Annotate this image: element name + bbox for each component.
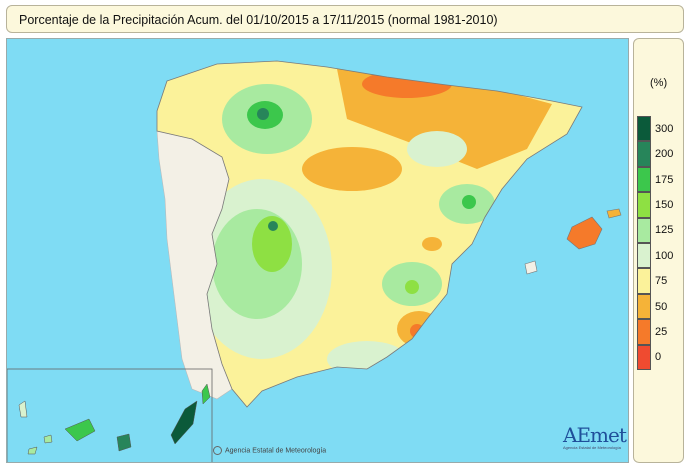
canary-inset <box>7 368 213 462</box>
spain-precip-field <box>157 61 582 407</box>
legend-unit: (%) <box>650 77 668 89</box>
logo-subtitle: Agencia Estatal de Meteorología <box>563 445 621 450</box>
legend-tick-label: 200 <box>655 148 674 161</box>
canary-tenerife <box>64 418 96 442</box>
canary-hierro <box>27 446 38 455</box>
legend-tick-label: 100 <box>655 249 674 262</box>
mallorca <box>566 216 603 250</box>
credit-text: Agencia Estatal de Meteorología <box>213 446 326 455</box>
legend-tick-label: 0 <box>655 351 662 364</box>
legend-tick-label: 300 <box>655 122 674 135</box>
legend-swatch <box>637 268 651 294</box>
logo-text: AEmet <box>563 423 627 447</box>
map-panel: Agencia Estatal de Meteorología AEmet Ag… <box>6 38 629 463</box>
legend-tick-label: 25 <box>655 325 668 338</box>
legend-swatch <box>637 319 651 345</box>
canary-lanzarote <box>201 383 211 405</box>
legend-swatch <box>637 293 651 320</box>
credit-label: Agencia Estatal de Meteorología <box>225 447 327 455</box>
legend-swatch <box>637 141 651 167</box>
aemet-logo: AEmet Agencia Estatal de Meteorología <box>563 423 628 461</box>
legend-swatch <box>637 192 651 218</box>
legend-tick-label: 50 <box>655 300 668 313</box>
legend-swatch <box>637 217 651 243</box>
canary-gomera <box>43 434 53 444</box>
legend-tick-label: 75 <box>655 275 668 288</box>
legend-tick-label: 125 <box>655 224 674 237</box>
canary-gran-canaria <box>116 433 132 452</box>
legend-swatch <box>637 344 651 370</box>
legend-tick-label: 175 <box>655 173 674 186</box>
ibiza <box>524 260 538 275</box>
legend-swatch <box>637 166 651 193</box>
canary-la-palma <box>18 400 28 418</box>
map-title: Porcentaje de la Precipitación Acum. del… <box>19 13 498 27</box>
title-bar: Porcentaje de la Precipitación Acum. del… <box>6 5 684 33</box>
copyright-icon <box>213 446 222 455</box>
legend-swatch <box>637 243 651 269</box>
canary-fuerteventura <box>170 400 198 445</box>
menorca <box>606 208 622 219</box>
precipitation-map <box>7 60 622 462</box>
legend-swatch <box>637 116 651 142</box>
legend: (%) 300 200 175 150 125 100 75 50 25 0 <box>633 38 684 463</box>
spain-outline <box>156 60 583 408</box>
legend-tick-label: 150 <box>655 198 674 211</box>
